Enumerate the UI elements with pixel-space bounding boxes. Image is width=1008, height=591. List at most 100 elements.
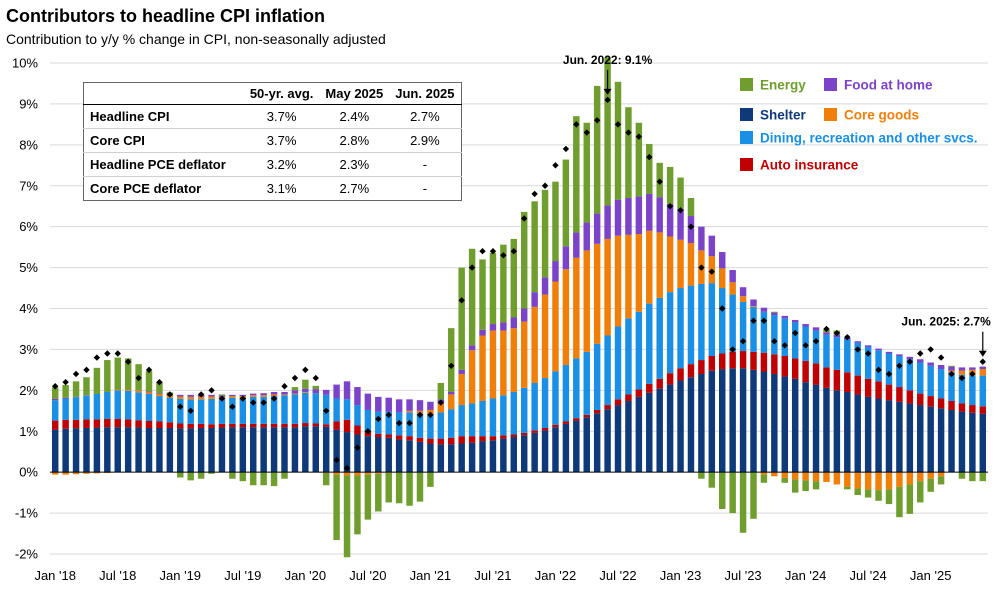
bar-segment-dining-recreation-and-other-svcs [969,375,976,406]
bar-segment-core-goods [677,239,684,289]
bar-segment-energy [479,259,486,330]
bar-segment-shelter [739,368,747,473]
bar-segment-food-at-home [448,391,455,395]
bar-segment-shelter [760,371,768,473]
table-row-label: Core CPI [83,128,244,153]
bar-segment-shelter [864,396,872,473]
headline-cpi-marker [364,428,372,435]
bar-segment-dining-recreation-and-other-svcs [666,292,674,374]
bar-segment-shelter [385,437,392,473]
table-cell: 3.7% [266,109,297,124]
bar-segment-food-at-home [291,390,299,394]
bar-segment-energy [218,394,226,396]
bar-segment-auto-insurance [906,390,914,404]
bar-segment-core-goods [229,396,236,398]
bar-segment-shelter [114,427,121,473]
bar-segment-core-goods [781,472,788,478]
headline-cpi-marker [906,358,914,365]
bar-segment-shelter [791,378,799,473]
headline-cpi-marker [302,366,309,374]
y-tick-label: 5% [19,260,38,275]
headline-cpi-marker [93,354,101,361]
bar-segment-food-at-home [500,322,507,331]
bar-segment-shelter [354,434,361,473]
bar-segment-auto-insurance [302,423,309,427]
bar-segment-auto-insurance [687,364,695,378]
bar-segment-dining-recreation-and-other-svcs [302,392,309,424]
bar-segment-shelter [406,440,413,473]
y-tick-label: 1% [19,424,38,439]
bar-segment-core-goods [156,394,163,397]
bar-segment-core-goods [458,373,465,406]
bar-segment-dining-recreation-and-other-svcs [698,283,705,361]
bar-segment-auto-insurance [260,423,267,428]
bar-segment-food-at-home [260,393,267,396]
bar-segment-food-at-home [635,196,643,235]
y-tick-label: 7% [19,178,38,193]
headline-cpi-marker [156,378,163,386]
table-cell: 2.8% [319,128,390,153]
bar-segment-shelter [979,413,987,473]
bar-segment-auto-insurance [750,351,757,370]
bar-segment-auto-insurance [208,424,215,428]
bar-segment-dining-recreation-and-other-svcs [364,409,372,432]
legend-label: Shelter [760,108,807,123]
bar-segment-shelter [614,405,622,473]
bar-segment-energy [729,472,736,514]
chart-title: Contributors to headline CPI inflation [6,6,325,26]
bar-segment-energy [771,311,778,313]
bar-segment-energy [937,476,945,485]
bar-segment-auto-insurance [93,419,101,428]
bar-segment-energy [270,472,278,487]
bar-segment-shelter [687,377,695,473]
bar-segment-energy [625,107,632,199]
bar-segment-core-goods [437,403,445,413]
bar-segment-auto-insurance [760,352,768,372]
bar-segment-shelter [823,387,830,473]
bar-segment-auto-insurance [646,383,653,393]
bar-segment-food-at-home [614,199,622,236]
bar-segment-auto-insurance [552,424,559,428]
bar-segment-shelter [958,411,966,473]
bar-segment-food-at-home [719,252,726,269]
bar-segment-energy [83,377,90,396]
bar-segment-energy [948,365,955,367]
bar-segment-auto-insurance [437,438,445,445]
bar-segment-shelter [145,427,153,473]
bar-segment-energy [93,367,101,395]
bar-segment-core-goods [489,330,497,399]
bar-segment-shelter [166,427,174,473]
bar-segment-food-at-home [354,387,361,406]
bar-segment-energy [281,472,288,479]
bar-segment-shelter [156,427,163,473]
bar-segment-shelter [437,444,445,473]
bar-segment-dining-recreation-and-other-svcs [917,362,924,394]
bar-segment-shelter [927,406,934,473]
headline-cpi-marker [260,399,267,406]
bar-segment-auto-insurance [83,419,90,428]
bar-segment-food-at-home [406,399,413,411]
table-cell: 2.7% [410,109,440,124]
headline-cpi-marker [354,444,361,451]
bar-segment-auto-insurance [729,351,736,369]
bar-segment-auto-insurance [937,398,945,409]
headline-cpi-marker [416,411,424,419]
bar-segment-auto-insurance [229,423,236,428]
table-cell: 2.3% [319,152,390,177]
bar-segment-food-at-home [604,205,611,239]
bar-segment-shelter [93,427,101,473]
bar-segment-auto-insurance [354,425,361,435]
bar-segment-shelter [677,380,684,473]
bar-segment-food-at-home [969,367,976,370]
headline-cpi-marker [864,350,872,357]
bar-segment-energy [406,472,413,506]
headline-cpi-marker [208,387,215,394]
bar-segment-auto-insurance [573,418,580,421]
bar-segment-core-goods [500,330,507,396]
table-row: Core CPI 3.7% 2.8% 2.9% [83,128,462,153]
bar-segment-core-goods [145,392,153,395]
headline-cpi-marker [479,248,486,255]
bar-segment-dining-recreation-and-other-svcs [937,369,945,399]
bar-segment-core-goods [375,472,382,474]
bar-segment-shelter [312,426,319,473]
